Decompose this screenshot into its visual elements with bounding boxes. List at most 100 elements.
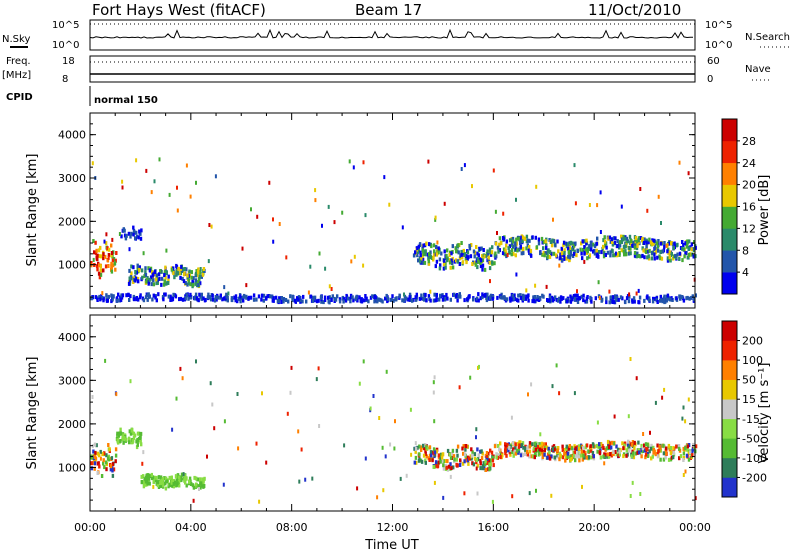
power-data-cell: [623, 236, 627, 241]
velocity-noise-cell: [475, 435, 477, 440]
power-data-cell: [152, 282, 156, 287]
power-data-cell: [423, 243, 427, 248]
power-data-cell: [626, 239, 630, 244]
power-data-cell: [451, 244, 454, 249]
power-data-cell: [104, 241, 108, 246]
power-data-cell: [490, 250, 494, 255]
velocity-data-cell: [631, 442, 634, 447]
velocity-data-cell: [570, 456, 573, 461]
power-data-cell: [455, 294, 458, 299]
power-data-cell: [167, 281, 170, 285]
velocity-data-cell: [691, 449, 694, 454]
power-data-cell: [439, 293, 442, 298]
power-data-cell: [110, 261, 113, 266]
power-data-cell: [460, 249, 463, 254]
velocity-data-cell: [480, 449, 483, 454]
velocity-noise-cell: [573, 391, 576, 396]
power-data-cell: [488, 266, 492, 271]
power-data-cell: [584, 247, 588, 252]
velocity-data-cell: [150, 472, 153, 477]
power-data-cell: [593, 244, 597, 249]
power-data-cell: [90, 263, 93, 268]
power-noise-cell: [483, 254, 486, 259]
power-data-cell: [659, 249, 662, 254]
velocity-data-cell: [190, 482, 193, 486]
power-data-cell: [618, 245, 621, 250]
velocity-data-cell: [568, 444, 571, 448]
power-data-cell: [651, 241, 654, 246]
velocity-ytick-label: 2000: [58, 418, 86, 431]
power-data-cell: [554, 295, 557, 300]
power-data-cell: [480, 246, 483, 251]
velocity-data-cell: [188, 476, 192, 481]
power-data-cell: [282, 297, 286, 301]
power-data-cell: [144, 270, 147, 275]
velocity-data-cell: [424, 443, 427, 448]
power-data-cell: [656, 244, 660, 249]
velocity-data-cell: [649, 446, 653, 451]
power-data-cell: [151, 297, 154, 302]
power-noise-cell: [639, 187, 642, 191]
power-data-cell: [125, 233, 128, 238]
power-data-cell: [435, 297, 438, 302]
power-data-cell: [572, 294, 576, 298]
power-data-cell: [123, 228, 126, 233]
velocity-noise-cell: [369, 406, 372, 411]
power-data-cell: [455, 249, 458, 254]
power-data-cell: [154, 295, 157, 300]
power-data-cell: [435, 259, 439, 264]
power-data-cell: [637, 238, 640, 243]
power-data-cell: [685, 244, 688, 249]
power-data-cell: [490, 260, 494, 265]
power-data-cell: [163, 292, 166, 297]
velocity-data-cell: [418, 457, 421, 462]
power-data-cell: [183, 267, 186, 271]
velocity-data-cell: [538, 444, 542, 449]
nsky-panel-frame: [89, 19, 696, 51]
power-data-cell: [678, 257, 681, 261]
velocity-data-cells: [90, 357, 698, 504]
power-data-cell: [147, 266, 150, 271]
power-data-cell: [457, 243, 460, 248]
power-data-cell: [635, 246, 639, 251]
velocity-data-cell: [612, 441, 615, 446]
power-data-cell: [190, 275, 193, 280]
velocity-noise-cell: [318, 424, 321, 428]
velocity-data-cell: [431, 458, 434, 463]
velocity-noise-cell: [120, 431, 123, 436]
power-data-cell: [557, 249, 560, 254]
power-data-cell: [133, 297, 136, 302]
power-data-cell: [653, 243, 657, 248]
velocity-data-cell: [452, 465, 455, 470]
velocity-data-cell: [566, 451, 570, 456]
velocity-data-cell: [484, 459, 487, 464]
power-data-cell: [610, 299, 613, 304]
power-data-cell: [642, 241, 646, 245]
power-data-cell: [99, 272, 103, 277]
power-noise-cell: [92, 257, 95, 262]
power-data-cell: [477, 253, 480, 258]
power-data-cell: [430, 244, 433, 249]
power-noise-cell: [583, 259, 586, 264]
velocity-data-cell: [552, 444, 556, 449]
power-data-cell: [373, 295, 376, 299]
velocity-noise-cell: [639, 492, 642, 496]
power-data-cell: [646, 255, 649, 260]
power-noise-cell: [327, 204, 330, 209]
velocity-colorbar-tick-label: 15: [742, 393, 756, 406]
power-data-cell: [624, 249, 627, 254]
power-data-cell: [654, 248, 658, 253]
power-data-cell: [144, 266, 147, 271]
power-noise-cell: [515, 197, 517, 202]
freq-label: Freq.: [6, 56, 31, 67]
power-data-cell: [484, 253, 488, 258]
power-data-cell: [344, 298, 348, 303]
velocity-data-cell: [466, 455, 469, 460]
power-data-cell: [164, 275, 167, 280]
power-data-cell: [451, 261, 454, 265]
power-data-cell: [473, 254, 476, 259]
velocity-data-cell: [194, 476, 198, 481]
power-data-cell: [546, 254, 549, 259]
power-data-cell: [499, 241, 503, 246]
